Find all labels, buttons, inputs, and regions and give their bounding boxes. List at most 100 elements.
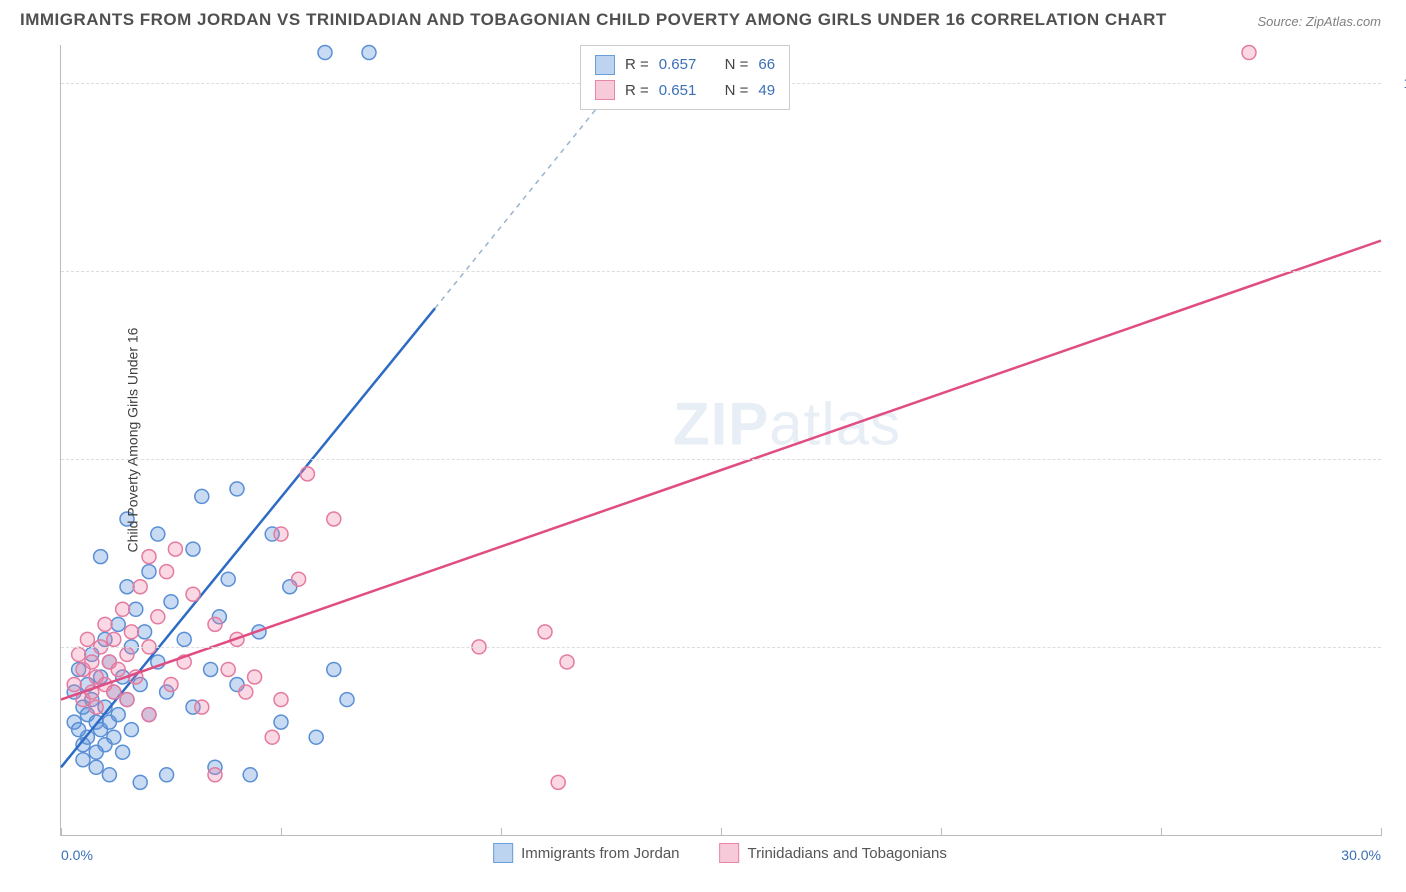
- scatter-point: [265, 730, 279, 744]
- scatter-point: [111, 708, 125, 722]
- legend-swatch: [720, 843, 740, 863]
- stats-box: R = 0.657 N = 66R = 0.651 N = 49: [580, 45, 790, 110]
- stats-swatch: [595, 55, 615, 75]
- x-tick: [281, 828, 282, 836]
- legend-item: Trinidadians and Tobagonians: [720, 843, 947, 863]
- scatter-point: [129, 602, 143, 616]
- scatter-point: [186, 587, 200, 601]
- scatter-point: [142, 550, 156, 564]
- stats-row: R = 0.657 N = 66: [595, 52, 775, 78]
- scatter-point: [300, 467, 314, 481]
- scatter-point: [142, 708, 156, 722]
- scatter-point: [248, 670, 262, 684]
- legend-swatch: [493, 843, 513, 863]
- scatter-point: [80, 632, 94, 646]
- scatter-point: [102, 768, 116, 782]
- scatter-point: [274, 715, 288, 729]
- scatter-point: [239, 685, 253, 699]
- scatter-point: [124, 723, 138, 737]
- stats-swatch: [595, 80, 615, 100]
- scatter-point: [230, 482, 244, 496]
- plot-frame: ZIPatlas 25.0%50.0%75.0%100.0%0.0%30.0%: [60, 45, 1381, 836]
- x-tick-label: 30.0%: [1341, 847, 1381, 863]
- scatter-point: [116, 602, 130, 616]
- stats-n-value: 49: [758, 78, 775, 104]
- scatter-point: [221, 572, 235, 586]
- scatter-point: [327, 512, 341, 526]
- scatter-point: [560, 655, 574, 669]
- regression-line: [61, 241, 1381, 700]
- scatter-point: [208, 768, 222, 782]
- scatter-point: [67, 678, 81, 692]
- scatter-point: [142, 565, 156, 579]
- scatter-point: [120, 580, 134, 594]
- x-tick: [1161, 828, 1162, 836]
- scatter-point: [133, 775, 147, 789]
- scatter-point: [98, 617, 112, 631]
- x-tick-label: 0.0%: [61, 847, 93, 863]
- legend-item: Immigrants from Jordan: [493, 843, 679, 863]
- scatter-point: [76, 753, 90, 767]
- scatter-point: [89, 700, 103, 714]
- scatter-point: [107, 730, 121, 744]
- x-tick: [501, 828, 502, 836]
- scatter-point: [177, 632, 191, 646]
- scatter-point: [362, 46, 376, 60]
- scatter-point: [151, 527, 165, 541]
- scatter-point: [292, 572, 306, 586]
- legend-label: Trinidadians and Tobagonians: [748, 845, 947, 862]
- legend: Immigrants from Jordan Trinidadians and T…: [493, 843, 947, 863]
- scatter-point: [221, 662, 235, 676]
- y-axis-label: Child Poverty Among Girls Under 16: [124, 328, 140, 553]
- scatter-point: [168, 542, 182, 556]
- scatter-point: [164, 595, 178, 609]
- scatter-point: [1242, 46, 1256, 60]
- scatter-point: [551, 775, 565, 789]
- scatter-point: [195, 489, 209, 503]
- scatter-point: [124, 625, 138, 639]
- scatter-point: [340, 693, 354, 707]
- scatter-point: [85, 655, 99, 669]
- scatter-point: [164, 678, 178, 692]
- x-tick: [1381, 828, 1382, 836]
- scatter-point: [195, 700, 209, 714]
- scatter-point: [243, 768, 257, 782]
- stats-r-value: 0.657: [659, 52, 697, 78]
- legend-label: Immigrants from Jordan: [521, 845, 679, 862]
- scatter-point: [116, 745, 130, 759]
- scatter-point: [151, 610, 165, 624]
- scatter-point: [186, 542, 200, 556]
- stats-r-value: 0.651: [659, 78, 697, 104]
- scatter-point: [120, 693, 134, 707]
- scatter-point: [204, 662, 218, 676]
- x-tick: [941, 828, 942, 836]
- scatter-point: [120, 647, 134, 661]
- x-tick: [61, 828, 62, 836]
- scatter-point: [138, 625, 152, 639]
- scatter-point: [318, 46, 332, 60]
- stats-n-label: N =: [725, 52, 749, 78]
- scatter-point: [208, 617, 222, 631]
- scatter-point: [274, 693, 288, 707]
- source-attribution: Source: ZipAtlas.com: [1257, 14, 1381, 29]
- scatter-point: [94, 550, 108, 564]
- scatter-point: [107, 632, 121, 646]
- plot-svg: [61, 45, 1381, 835]
- chart-title: IMMIGRANTS FROM JORDAN VS TRINIDADIAN AN…: [20, 10, 1167, 30]
- stats-n-value: 66: [758, 52, 775, 78]
- scatter-point: [309, 730, 323, 744]
- scatter-point: [107, 685, 121, 699]
- scatter-point: [133, 580, 147, 594]
- stats-r-label: R =: [625, 52, 649, 78]
- scatter-point: [538, 625, 552, 639]
- scatter-point: [72, 647, 86, 661]
- scatter-point: [111, 662, 125, 676]
- gridline-h: [61, 459, 1381, 460]
- scatter-point: [89, 760, 103, 774]
- scatter-point: [111, 617, 125, 631]
- stats-r-label: R =: [625, 78, 649, 104]
- stats-n-label: N =: [725, 78, 749, 104]
- scatter-point: [160, 565, 174, 579]
- gridline-h: [61, 271, 1381, 272]
- scatter-point: [274, 527, 288, 541]
